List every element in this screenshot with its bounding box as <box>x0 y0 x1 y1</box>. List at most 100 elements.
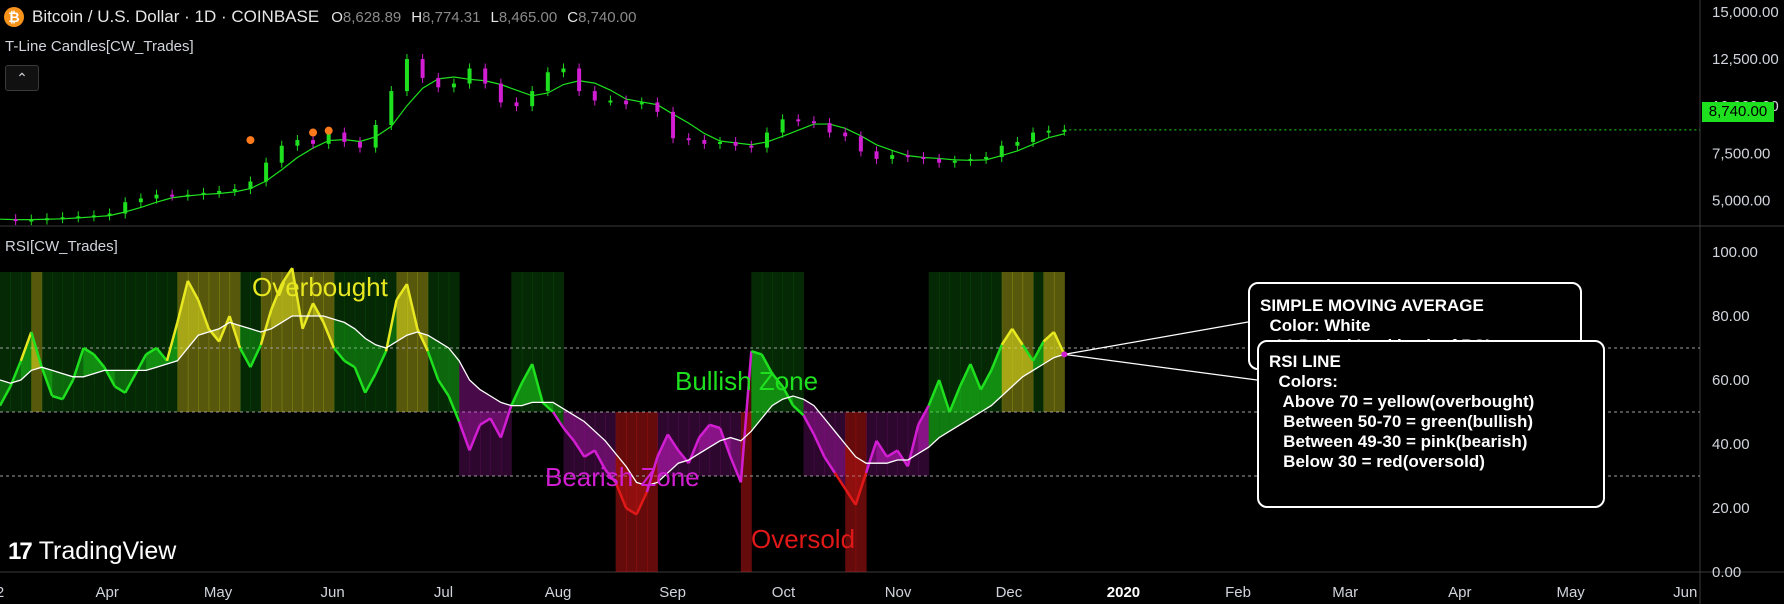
time-tick-label: Apr <box>96 584 119 601</box>
time-tick-label: Feb <box>1225 584 1251 601</box>
rsi-zone-shade <box>532 272 544 412</box>
rsi-zone-shade <box>302 272 314 412</box>
rsi-line-segment <box>499 405 513 438</box>
price-candle <box>107 213 112 216</box>
price-candle <box>248 181 253 190</box>
overbought-label: Overbought <box>252 272 388 302</box>
current-price-label: 8,740.00 <box>1702 102 1774 122</box>
rsi-sma-fill <box>845 444 856 505</box>
price-candle <box>733 141 738 146</box>
rsi-sma-fill <box>511 383 522 406</box>
rsi-zone-shade <box>427 272 439 412</box>
rsi-line-segment <box>353 366 367 394</box>
price-tick-label: 15,000.00 <box>1712 4 1779 21</box>
price-candle <box>921 157 926 160</box>
rsi-line-segment <box>760 353 774 375</box>
rsi-sma-fill <box>657 434 668 483</box>
price-candle <box>311 140 316 144</box>
price-candle <box>1062 129 1067 132</box>
rsi-sma-fill <box>573 415 585 457</box>
rsi-zone-shade <box>584 412 596 476</box>
price-candle <box>655 102 660 112</box>
rsi-line-segment <box>802 414 816 435</box>
rsi-line-segment <box>30 331 43 368</box>
rsi-line-segment <box>990 344 1003 371</box>
rsi-line-segment <box>698 424 711 439</box>
rsi-line-segment <box>1011 328 1024 346</box>
time-tick-label: Jun <box>321 584 345 601</box>
rsi-line-segment <box>1042 331 1055 343</box>
signal-dot <box>246 136 255 145</box>
rsi-line-segment <box>583 449 596 458</box>
symbol-title[interactable]: Bitcoin / U.S. Dollar · 1D · COINBASE <box>32 7 320 26</box>
rsi-line-segment <box>781 385 795 407</box>
price-candle <box>968 158 973 161</box>
rsi-zone-shade <box>949 272 961 412</box>
rsi-zone-shade <box>866 412 878 476</box>
sma-callout-line: Color: White <box>1260 316 1371 335</box>
price-candle <box>530 91 535 107</box>
rsi-line-segment <box>520 363 534 384</box>
price-candle <box>264 162 269 182</box>
price-tick-label: 12,500.00 <box>1712 51 1779 68</box>
price-candle <box>874 151 879 159</box>
rsi-line-segment <box>165 322 179 362</box>
rsi-line-segment <box>364 373 377 394</box>
price-candle <box>608 100 613 103</box>
collapse-button[interactable]: ⌃ <box>5 65 39 91</box>
price-candle <box>326 132 331 144</box>
rsi-tick-label: 100.00 <box>1712 244 1758 261</box>
rsi-sma-fill <box>396 284 407 342</box>
rsi-sma-fill <box>918 405 929 454</box>
price-candle <box>60 217 65 220</box>
rsi-line-segment <box>249 344 263 368</box>
rsi-zone-shade <box>480 412 491 476</box>
rsi-line-segment <box>593 449 607 471</box>
tradingview-logo[interactable]: 17 TradingView <box>8 537 176 566</box>
rsi-zone-shade <box>323 272 335 412</box>
rsi-sma-fill <box>52 370 63 400</box>
rsi-callout-line: Colors: <box>1269 372 1338 391</box>
price-candle <box>201 192 206 195</box>
rsi-zone-shade <box>782 272 794 412</box>
rsi-line-segment <box>572 440 586 458</box>
price-candle <box>91 215 96 218</box>
rsi-zone-shade <box>240 272 251 412</box>
rsi-zone-shade <box>834 412 846 476</box>
rsi-zone-shade <box>146 272 158 412</box>
price-candle <box>984 157 989 160</box>
rsi-sma-fill <box>584 421 595 457</box>
rsi-sma-fill <box>730 437 741 483</box>
rsi-callout-line: Below 30 = red(oversold) <box>1269 452 1485 471</box>
bullish-zone-label: Bullish Zone <box>675 366 819 396</box>
rsi-zone-shade <box>313 272 324 412</box>
rsi-line-segment <box>1052 331 1066 355</box>
rsi-line-segment <box>1021 344 1035 362</box>
rsi-sma-fill <box>709 424 720 448</box>
rsi-line-segment <box>0 385 12 407</box>
rsi-line-segment <box>792 404 805 417</box>
rsi-line-segment <box>614 481 628 509</box>
rsi-zone-shade <box>960 272 971 412</box>
price-tick-label: 7,500.00 <box>1712 145 1770 162</box>
rsi-sma-line <box>0 315 1065 487</box>
price-indicator-label[interactable]: T-Line Candles[CW_Trades] <box>5 38 194 55</box>
rsi-indicator-label[interactable]: RSI[CW_Trades] <box>5 238 118 255</box>
rsi-zone-shade <box>500 412 512 476</box>
rsi-line-segment <box>332 347 346 362</box>
rsi-zone-shade <box>156 272 168 412</box>
rsi-line-segment <box>92 353 106 368</box>
rsi-zone-shade <box>521 272 533 412</box>
rsi-sma-fill <box>949 386 960 432</box>
price-candle <box>295 140 300 146</box>
rsi-sma-fill <box>939 380 950 438</box>
price-candle <box>217 190 222 193</box>
price-candle <box>890 155 895 159</box>
time-tick-label: Oct <box>772 584 796 601</box>
rsi-zone-shade <box>292 272 304 412</box>
rsi-sma-fill <box>553 402 564 428</box>
rsi-zone-shade <box>62 272 74 412</box>
rsi-zone-shade <box>928 272 940 412</box>
rsi-zone-shade <box>438 272 450 412</box>
price-candle <box>389 91 394 125</box>
